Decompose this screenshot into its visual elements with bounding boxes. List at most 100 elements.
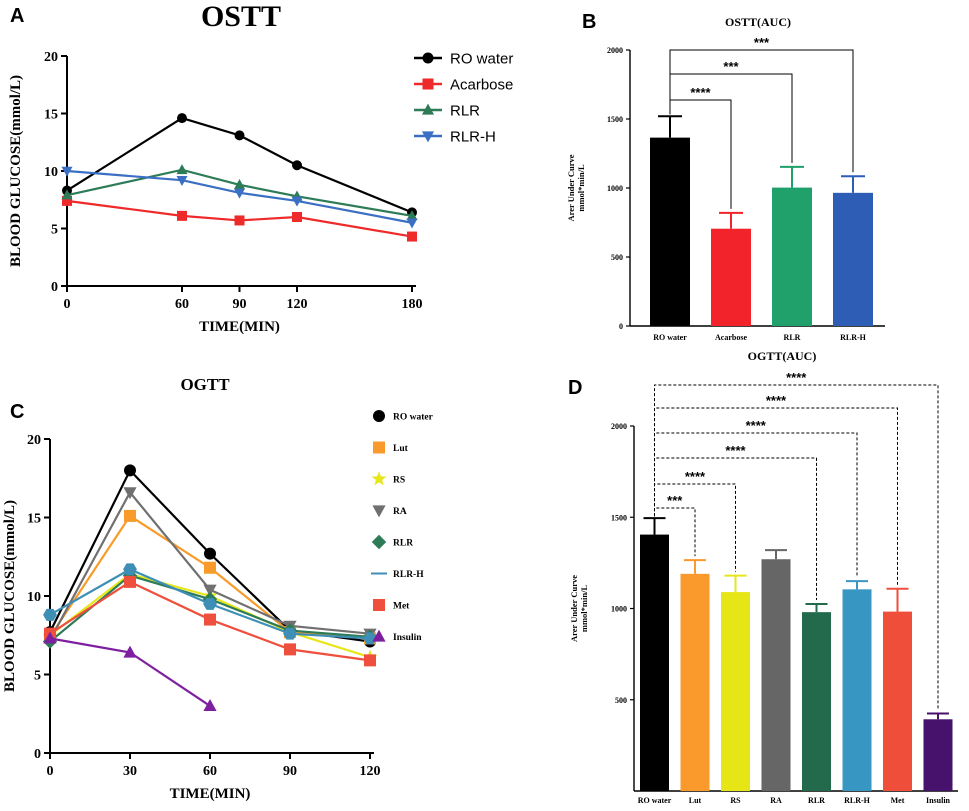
data-point xyxy=(176,164,188,175)
data-point xyxy=(124,464,136,477)
bar-group-ro-water: RO water xyxy=(638,517,672,805)
x-tick-label: 0 xyxy=(47,764,54,779)
significance-label: **** xyxy=(685,469,706,484)
data-point xyxy=(177,113,187,124)
legend-item: RO water xyxy=(373,410,434,422)
bar xyxy=(650,137,690,326)
legend-swatch xyxy=(372,629,386,642)
legend-label: RO water xyxy=(393,412,434,422)
y-tick-label: 500 xyxy=(615,696,627,705)
series-insulin xyxy=(43,631,217,711)
legend-swatch xyxy=(373,441,385,454)
panel-letter: A xyxy=(10,5,24,27)
x-tick-label: 0 xyxy=(64,297,71,312)
chart-title: OSTT(AUC) xyxy=(725,15,791,29)
series-met xyxy=(44,575,376,667)
legend-label: RLR-H xyxy=(393,570,424,580)
y-tick-label: 0 xyxy=(619,322,623,331)
legend-swatch xyxy=(373,599,385,611)
significance-label: *** xyxy=(723,59,739,74)
series-rlr-h xyxy=(61,166,418,229)
bar-group-rlr: RLR xyxy=(802,602,831,805)
bar xyxy=(842,589,872,791)
bar xyxy=(711,228,751,326)
y-tick-label: 2000 xyxy=(607,46,623,55)
x-tick-label: RLR xyxy=(808,796,825,805)
data-point xyxy=(123,645,137,658)
legend-label: Lut xyxy=(393,444,409,454)
bar-group-rlr-h: RLR-H xyxy=(842,580,872,805)
data-point xyxy=(123,487,137,500)
y-axis-label: BLOOD GLUCOSE(mmol/L) xyxy=(8,75,24,267)
legend-item: RS xyxy=(371,471,405,486)
bar xyxy=(833,192,873,326)
x-axis-label: TIME(MIN) xyxy=(170,786,251,802)
bar-group-ro-water: RO water xyxy=(650,115,690,342)
legend-swatch xyxy=(372,505,386,518)
panel-d: D OGTT(AUC) 500 1000 1500 2000 Arer Under Curv… xyxy=(568,349,958,805)
significance-bracket: *** xyxy=(669,35,854,173)
y-axis-label: Arer Under Curve xyxy=(566,154,576,221)
bar-group-rlr: RLR xyxy=(772,165,812,342)
legend-label: Met xyxy=(393,601,410,611)
x-tick-label: Insulin xyxy=(926,796,951,805)
data-point xyxy=(407,231,417,242)
data-point xyxy=(234,188,245,199)
y-tick-label: 15 xyxy=(44,108,58,123)
bar-group-rs: RS xyxy=(721,574,750,805)
legend-item: RLR-H xyxy=(414,128,496,145)
y-tick-label: 0 xyxy=(51,280,58,295)
significance-bracket: **** xyxy=(654,443,817,600)
legend-label: RLR xyxy=(393,538,413,548)
bar-group-lut: Lut xyxy=(680,559,710,805)
data-point xyxy=(292,212,302,222)
data-point xyxy=(292,160,302,171)
data-point xyxy=(43,608,57,621)
x-tick-label: Met xyxy=(891,796,905,805)
x-tick-label: RLR-H xyxy=(844,796,871,805)
chart-title: OGTT(AUC) xyxy=(748,349,817,363)
data-point xyxy=(61,189,73,200)
legend-swatch xyxy=(422,52,434,64)
bar xyxy=(883,611,912,791)
y-tick-label: 5 xyxy=(34,669,41,684)
bar xyxy=(923,719,953,791)
bar-group-ra: RA xyxy=(761,549,791,805)
y-tick-label: 1500 xyxy=(607,115,623,124)
data-point xyxy=(406,210,418,221)
bracket-line xyxy=(669,49,854,173)
legend-swatch xyxy=(371,471,387,486)
legend: RO water Acarbose RLR RLR-H xyxy=(414,50,513,145)
x-tick-label: 120 xyxy=(287,297,308,312)
bar-group-rlr-h: RLR-H xyxy=(833,175,873,342)
chart-title: OGTT xyxy=(180,375,230,394)
significance-bracket: **** xyxy=(654,370,939,710)
y-tick-label: 5 xyxy=(51,223,58,238)
panel-c: C OGTT 0 5 10 15 20 0 30 60 90 120 TIME(MIN) BLOOD GL… xyxy=(2,375,434,802)
bracket-line xyxy=(654,432,858,578)
legend-label: RA xyxy=(393,507,407,517)
x-tick-label: Acarbose xyxy=(715,333,747,342)
data-point xyxy=(283,627,297,640)
bar xyxy=(761,559,791,791)
y-tick-label: 10 xyxy=(27,590,41,605)
data-point xyxy=(234,179,245,190)
legend-swatch xyxy=(373,410,385,422)
bar xyxy=(772,187,812,326)
x-tick-label: RO water xyxy=(653,333,687,342)
data-point xyxy=(406,218,418,229)
data-point xyxy=(203,699,217,711)
y-tick-label: 15 xyxy=(27,512,41,527)
data-point xyxy=(284,643,296,656)
data-point xyxy=(123,563,137,576)
y-tick-label: 20 xyxy=(44,50,58,65)
y-tick-label: 1000 xyxy=(611,605,627,614)
significance-label: *** xyxy=(667,493,683,508)
legend-label: RLR-H xyxy=(450,128,496,145)
x-tick-label: 90 xyxy=(283,764,297,779)
chart-title: OSTT xyxy=(201,0,281,33)
y-axis-label: mmol*min/L xyxy=(579,585,589,633)
legend-label: Acarbose xyxy=(450,76,513,93)
bar xyxy=(721,592,750,791)
significance-label: *** xyxy=(754,35,770,50)
